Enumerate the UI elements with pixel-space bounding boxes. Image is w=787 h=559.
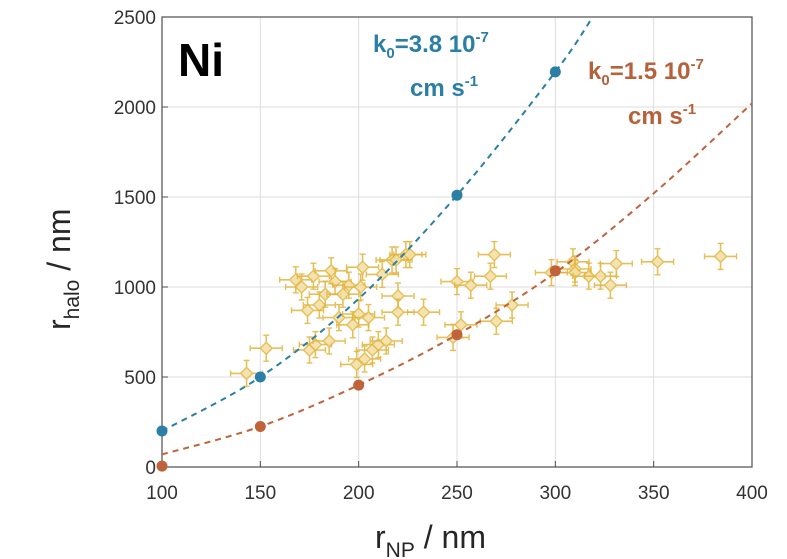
diamond-marker bbox=[593, 269, 608, 284]
experimental-point bbox=[479, 307, 514, 335]
model-blue-series bbox=[156, 17, 594, 437]
experimental-point bbox=[393, 240, 427, 269]
diamond-marker bbox=[487, 247, 502, 262]
experimental-point bbox=[369, 327, 403, 355]
model-orange-point bbox=[549, 265, 561, 277]
model-orange-series bbox=[156, 102, 752, 472]
diamond-marker bbox=[355, 260, 370, 275]
experimental-series bbox=[229, 240, 738, 388]
experimental-point bbox=[599, 249, 633, 278]
x-tick-label: 250 bbox=[441, 483, 473, 504]
experimental-point bbox=[308, 280, 342, 308]
experimental-point bbox=[296, 262, 331, 290]
experimental-point bbox=[302, 291, 337, 319]
diamond-marker bbox=[453, 317, 468, 332]
diamond-marker bbox=[609, 256, 624, 271]
experimental-point bbox=[345, 253, 380, 281]
diamond-marker bbox=[603, 278, 618, 293]
diamond-marker bbox=[713, 249, 728, 264]
diamond-marker bbox=[416, 305, 431, 320]
x-axis-ticks: 100 150 200 250 300 350 400 bbox=[146, 461, 768, 504]
diamond-marker bbox=[379, 334, 394, 348]
x-tick-label: 100 bbox=[146, 483, 178, 504]
model-orange-point bbox=[353, 379, 365, 391]
diamond-marker bbox=[353, 280, 368, 294]
diamond-marker bbox=[402, 247, 417, 262]
y-axis-ticks: 0 500 1000 1500 2000 2500 bbox=[114, 8, 168, 479]
experimental-point bbox=[640, 248, 675, 276]
experimental-point bbox=[284, 273, 319, 301]
experimental-point bbox=[229, 359, 264, 388]
diamond-marker bbox=[391, 305, 405, 320]
x-tick-label: 150 bbox=[244, 483, 276, 504]
x-tick-label: 300 bbox=[539, 483, 571, 504]
model-blue-point bbox=[549, 66, 561, 78]
experimental-point bbox=[351, 303, 386, 332]
diamond-marker bbox=[341, 278, 356, 293]
experimental-point bbox=[703, 242, 738, 271]
model-blue-point bbox=[451, 189, 463, 201]
diamond-marker bbox=[294, 280, 309, 294]
diamond-marker bbox=[322, 334, 337, 348]
diamond-marker bbox=[361, 310, 376, 325]
model-blue-dashed-curve bbox=[162, 17, 594, 432]
model-blue-point bbox=[254, 371, 266, 383]
diamond-marker bbox=[650, 254, 665, 269]
experimental-point bbox=[292, 336, 327, 364]
blue-annotation-line2: cm s-1 bbox=[410, 73, 478, 102]
experimental-point bbox=[477, 240, 512, 269]
diamond-marker bbox=[483, 269, 498, 284]
experimental-point bbox=[454, 271, 488, 299]
model-orange-point bbox=[156, 460, 168, 472]
experimental-point bbox=[279, 266, 313, 294]
diamond-marker bbox=[300, 303, 315, 318]
y-axis-label: rhalo / nm bbox=[41, 209, 84, 330]
x-tick-label: 350 bbox=[638, 483, 670, 504]
diamond-marker bbox=[318, 287, 333, 302]
model-blue-point bbox=[156, 425, 168, 437]
experimental-point bbox=[381, 298, 415, 326]
chart-marks bbox=[156, 17, 752, 472]
y-tick-label: 0 bbox=[145, 458, 156, 479]
model-orange-point bbox=[254, 421, 266, 432]
orange-annotation-line1: k0=1.5 10-7 bbox=[588, 56, 704, 89]
diamond-marker bbox=[312, 298, 327, 312]
x-tick-label: 200 bbox=[343, 483, 375, 504]
diamond-marker bbox=[345, 317, 360, 332]
diamond-marker bbox=[239, 366, 254, 381]
experimental-point bbox=[340, 350, 374, 379]
panel-label: Ni bbox=[178, 34, 224, 86]
x-axis-label: rNP / nm bbox=[375, 519, 486, 559]
experimental-point bbox=[473, 262, 508, 290]
experimental-point bbox=[249, 334, 283, 362]
experimental-point bbox=[495, 291, 529, 319]
experimental-point bbox=[406, 298, 441, 326]
orange-annotation-line2: cm s-1 bbox=[628, 101, 696, 130]
diamond-marker bbox=[489, 314, 504, 329]
diamond-marker bbox=[463, 278, 478, 293]
diamond-marker bbox=[335, 287, 350, 302]
experimental-point bbox=[593, 271, 628, 299]
experimental-point bbox=[583, 262, 618, 290]
diamond-marker bbox=[357, 352, 372, 366]
diamond-marker bbox=[505, 298, 520, 312]
x-tick-label: 400 bbox=[736, 483, 768, 504]
diamond-marker bbox=[306, 269, 321, 284]
diamond-marker bbox=[349, 357, 364, 372]
y-tick-label: 500 bbox=[124, 368, 156, 389]
experimental-point bbox=[312, 327, 346, 355]
y-tick-label: 2500 bbox=[114, 8, 156, 29]
blue-annotation-line1: k0=3.8 10-7 bbox=[373, 29, 489, 62]
model-orange-point bbox=[451, 329, 463, 341]
y-tick-label: 1000 bbox=[114, 278, 156, 299]
experimental-point bbox=[336, 311, 370, 339]
diamond-marker bbox=[389, 253, 404, 267]
y-tick-label: 2000 bbox=[114, 98, 156, 119]
diamond-marker bbox=[259, 341, 274, 356]
y-tick-label: 1500 bbox=[114, 188, 156, 209]
